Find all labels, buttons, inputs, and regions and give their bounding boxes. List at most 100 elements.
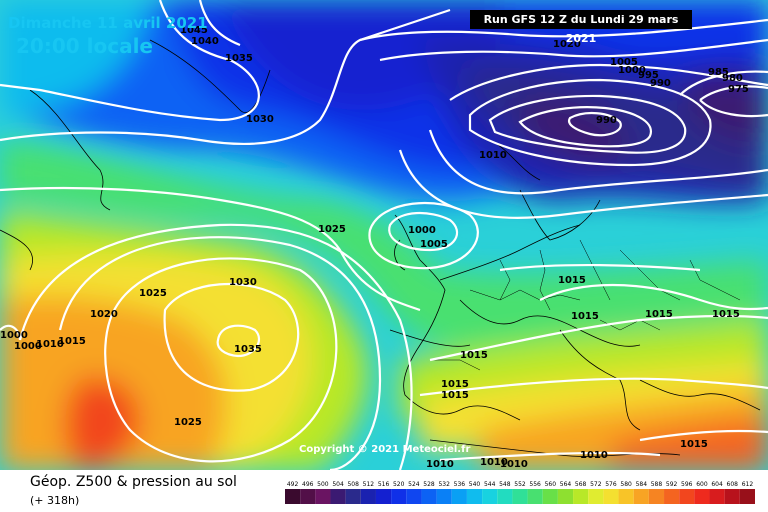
legend-swatch [679, 489, 695, 504]
legend-tick-label: 604 [711, 481, 723, 488]
pressure-label: 1010 [479, 150, 507, 161]
legend-swatch [527, 489, 543, 504]
pressure-label: 975 [728, 84, 749, 95]
pressure-label: 1030 [229, 277, 257, 288]
legend-tick-label: 588 [651, 481, 663, 488]
legend-swatch [724, 489, 740, 504]
pressure-label: 1015 [712, 309, 740, 320]
legend-title: Géop. Z500 & pression au sol [30, 474, 237, 490]
legend-tick-label: 492 [287, 481, 299, 488]
legend-tick-label: 608 [727, 481, 739, 488]
legend-tick-label: 540 [469, 481, 481, 488]
legend-swatch [603, 489, 619, 504]
legend-swatch [482, 489, 498, 504]
legend-subtitle: (+ 318h) [30, 494, 80, 507]
color-scale-legend: 492 496 500 504 508 512 516 520 524 528 532 536 540 5… [285, 481, 755, 504]
legend-swatch [330, 489, 346, 504]
legend-swatch [421, 489, 437, 504]
legend-tick-label: 520 [393, 481, 405, 488]
legend-tick-label: 508 [347, 481, 359, 488]
legend-tick-label: 536 [454, 481, 466, 488]
legend-tick-label: 612 [742, 481, 754, 488]
legend-swatch [285, 489, 301, 504]
legend-swatch [300, 489, 316, 504]
legend-tick-label: 528 [423, 481, 435, 488]
legend-tick-label: 596 [681, 481, 693, 488]
forecast-date: Dimanche 11 avril 2021 [8, 14, 208, 32]
legend-tick-label: 516 [378, 481, 390, 488]
legend-tick-label: 576 [605, 481, 617, 488]
legend-swatch [436, 489, 452, 504]
pressure-label: 1000 [14, 341, 42, 352]
legend-tick-label: 580 [620, 481, 632, 488]
legend-swatch [497, 489, 513, 504]
copyright-notice: Copyright © 2021 Meteociel.fr [299, 444, 471, 455]
legend-swatch [542, 489, 558, 504]
pressure-label: 1015 [58, 336, 86, 347]
pressure-label: 1000 [618, 65, 646, 76]
pressure-label: 1040 [191, 36, 219, 47]
legend-tick-label: 568 [575, 481, 587, 488]
pressure-label: 1015 [558, 275, 586, 286]
pressure-label: 1010 [36, 339, 64, 350]
pressure-label: 1010 [480, 457, 508, 468]
legend-tick-label: 564 [560, 481, 572, 488]
pressure-label: 1020 [90, 309, 118, 320]
legend-tick-label: 512 [363, 481, 375, 488]
legend-tick-label: 572 [590, 481, 602, 488]
legend-swatch [739, 489, 755, 504]
pressure-label: 1035 [234, 344, 262, 355]
legend-swatch [345, 489, 361, 504]
pressure-label: 980 [722, 73, 743, 84]
legend-tick-label: 584 [636, 481, 648, 488]
legend-swatch [557, 489, 574, 504]
legend-tick-label: 524 [408, 481, 420, 488]
pressure-label: 1010 [426, 459, 454, 470]
pressure-label: 995 [638, 70, 659, 81]
legend-tick-label: 544 [484, 481, 496, 488]
legend-swatch [664, 489, 680, 504]
pressure-label: 1005 [420, 239, 448, 250]
pressure-label: 1015 [645, 309, 673, 320]
legend-swatch [512, 489, 528, 504]
legend-tick-label: 552 [514, 481, 526, 488]
legend-tick-label: 532 [438, 481, 450, 488]
pressure-label: 1020 [553, 39, 581, 50]
pressure-label: 990 [596, 115, 617, 126]
pressure-label: 1025 [174, 417, 202, 428]
legend-tick-label: 496 [302, 481, 314, 488]
pressure-label: 1000 [0, 330, 28, 341]
pressure-label: 1015 [460, 350, 488, 361]
legend-swatch [588, 489, 604, 504]
legend-swatch [618, 489, 634, 504]
pressure-label: 1000 [408, 225, 436, 236]
pressure-label: 1010 [500, 459, 528, 470]
legend-swatch [360, 489, 376, 504]
legend-tick-label: 560 [545, 481, 557, 488]
pressure-label: 1025 [139, 288, 167, 299]
legend-swatch [633, 489, 649, 504]
legend-swatch [648, 489, 665, 504]
legend-tick-label: 548 [499, 481, 511, 488]
legend-tick-label: 504 [332, 481, 344, 488]
country-borders [430, 239, 741, 371]
pressure-label: 1030 [246, 114, 274, 125]
pressure-label: 1035 [225, 53, 253, 64]
pressure-label: 1045 [180, 25, 208, 36]
legend-tick-label: 592 [666, 481, 678, 488]
legend-swatch [315, 489, 331, 504]
legend-tick-label: 500 [317, 481, 329, 488]
isobars [0, 0, 768, 470]
legend-swatch [451, 489, 467, 504]
pressure-label: 985 [708, 67, 729, 78]
legend-swatch [375, 489, 392, 504]
legend-tick-label: 556 [529, 481, 541, 488]
pressure-label: 1015 [441, 379, 469, 390]
forecast-time: 20:00 locale [16, 34, 153, 58]
legend-swatch [694, 489, 710, 504]
legend-swatch [406, 489, 422, 504]
pressure-label: 1015 [680, 439, 708, 450]
legend-swatch [573, 489, 589, 504]
legend-swatch [391, 489, 407, 504]
